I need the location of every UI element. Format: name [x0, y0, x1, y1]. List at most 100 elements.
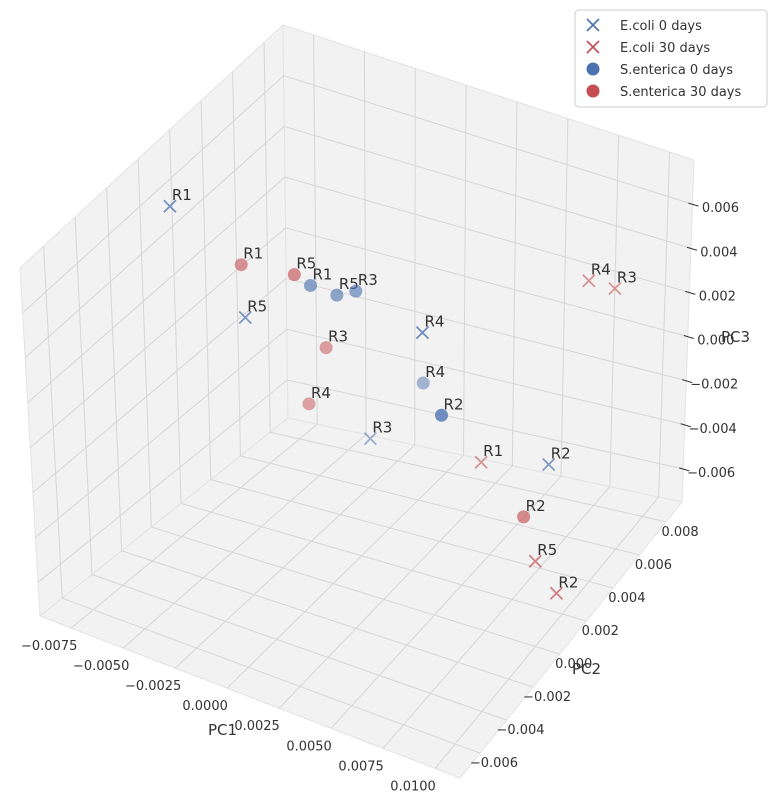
data-point	[330, 288, 344, 302]
legend: E.coli 0 days E.coli 30 days S.enterica 0 …	[574, 9, 768, 108]
point-label: R3	[358, 271, 378, 289]
x-marker	[542, 457, 556, 472]
data-point	[435, 408, 449, 422]
z-grid-left	[22, 75, 284, 314]
y-grid-left	[106, 187, 123, 551]
point-label: R5	[296, 255, 316, 273]
point-label: R3	[617, 269, 637, 287]
z-grid-left	[24, 126, 285, 359]
point-label: R4	[425, 363, 445, 381]
data-point	[349, 284, 363, 298]
legend-frame	[574, 9, 768, 108]
y-tick-label: 0.004	[608, 591, 645, 606]
z-tick-label: −0.004	[689, 422, 737, 437]
z-grid-left	[27, 176, 286, 404]
data-point	[474, 455, 488, 469]
x-tick-label: 0.0025	[234, 719, 280, 734]
x-grid-floor	[278, 465, 513, 709]
point-label: R1	[243, 245, 263, 263]
axis-labels: PC1 PC2 PC3	[208, 328, 750, 739]
y-grid-floor	[62, 597, 481, 754]
x-grid-floor	[434, 496, 659, 769]
z-tick-mark	[683, 335, 694, 339]
legend-label: S.enterica 30 days	[620, 85, 742, 100]
point-label: R5	[537, 541, 557, 559]
x-tick-label: −0.0050	[73, 659, 129, 674]
x-grid-floor	[174, 444, 416, 669]
circle-marker	[435, 408, 449, 422]
data-point	[303, 278, 317, 292]
x-grid-floor	[226, 455, 464, 689]
y-tick-label: 0.002	[582, 624, 619, 639]
z-grid-left	[32, 278, 287, 493]
y-grid-left	[43, 246, 63, 599]
point-label: R1	[483, 442, 503, 460]
data-point	[302, 397, 316, 411]
y-grid-floor	[91, 574, 507, 721]
x-tick-label: 0.0075	[338, 759, 384, 774]
x-grid-back	[658, 151, 671, 498]
y-grid-left	[169, 129, 182, 504]
point-label: R1	[172, 186, 192, 204]
z-tick-label: 0.006	[702, 201, 739, 216]
point-label: R2	[558, 573, 578, 591]
x-marker	[415, 325, 430, 340]
point-label: R5	[247, 298, 267, 316]
point-label: R4	[424, 313, 444, 331]
data-point	[163, 199, 177, 213]
legend-label: E.coli 0 days	[620, 19, 702, 34]
x-tick-label: 0.0000	[182, 699, 228, 714]
x-marker	[238, 310, 252, 325]
circle-marker	[319, 341, 333, 355]
y-tick-label: −0.006	[470, 756, 518, 771]
z-grid-back	[285, 227, 688, 337]
x-axis-label: PC1	[208, 721, 237, 739]
circle-marker	[303, 278, 317, 292]
z-axis-label: PC3	[721, 328, 750, 346]
z-tick-label: −0.002	[690, 378, 738, 393]
legend-label: E.coli 30 days	[620, 41, 710, 56]
y-grid-floor	[240, 455, 640, 556]
z-tick-label: 0.004	[700, 245, 737, 260]
x-tick-label: 0.0050	[286, 739, 332, 754]
z-grid-back	[284, 176, 690, 293]
z-tick-label: 0.000	[697, 334, 734, 349]
data-point	[415, 325, 430, 340]
data-point	[287, 268, 301, 282]
y-tick-label: −0.002	[523, 690, 571, 705]
z-grid-left	[37, 379, 288, 583]
grid-lines	[22, 35, 693, 769]
legend-label: S.enterica 0 days	[620, 63, 733, 78]
x-grid-back	[609, 135, 620, 487]
data-point	[517, 510, 531, 524]
point-label: R1	[312, 265, 332, 283]
z-tick-mark	[679, 467, 690, 472]
x-marker	[549, 586, 564, 600]
data-point	[582, 274, 596, 288]
legend-x-marker	[586, 40, 600, 54]
point-label: R4	[311, 384, 331, 402]
x-tick-label: 0.0100	[390, 779, 436, 794]
z-tick-mark	[688, 202, 699, 207]
y-tick-label: 0.000	[555, 657, 592, 672]
x-grid-back	[313, 35, 318, 425]
x-grid-floor	[70, 423, 318, 629]
x-grid-back	[511, 101, 518, 466]
z-grid-back	[286, 328, 685, 426]
circle-marker	[287, 268, 301, 282]
y-grid-floor	[180, 502, 587, 622]
z-tick-mark	[686, 246, 698, 251]
x-marker	[582, 274, 596, 288]
y-grid-floor	[121, 550, 534, 688]
circle-marker	[416, 376, 430, 390]
data-point	[319, 341, 333, 355]
legend-circle-marker	[586, 62, 600, 76]
point-label: R2	[444, 395, 464, 413]
legend-circle-marker	[586, 84, 600, 98]
z-tick-mark	[685, 290, 696, 295]
x-tick-label: −0.0025	[125, 679, 181, 694]
x-marker	[474, 455, 488, 469]
